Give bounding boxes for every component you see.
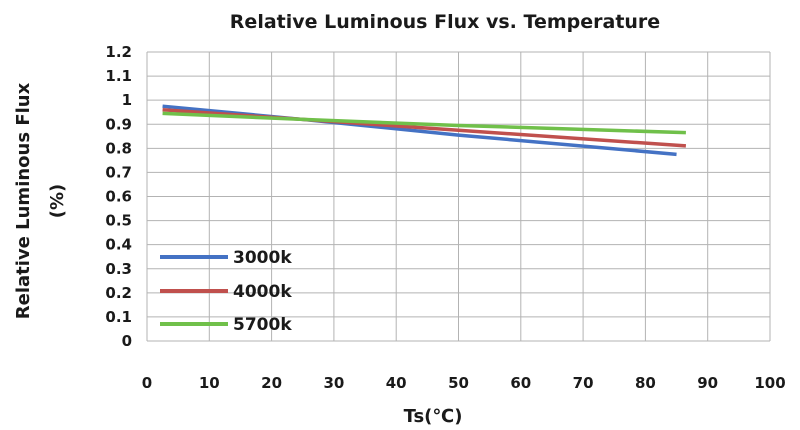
legend-label-4000k: 4000k: [233, 282, 292, 302]
x-axis-label: Ts(℃): [404, 406, 463, 427]
grid-layer: [146, 51, 771, 342]
x-tick-label: 100: [754, 374, 785, 392]
x-tick-label: 40: [386, 374, 407, 392]
x-tick-label: 90: [697, 374, 718, 392]
legend-label-5700k: 5700k: [233, 315, 292, 335]
y-tick-label: 0.1: [105, 308, 132, 326]
x-tick-label: 70: [573, 374, 594, 392]
y-tick-label: 0.8: [105, 139, 132, 157]
chart-title: Relative Luminous Flux vs. Temperature: [230, 11, 660, 33]
x-tick-label: 80: [635, 374, 656, 392]
y-tick-label: 1.2: [105, 43, 132, 61]
y-tick-label: 0.2: [105, 284, 132, 302]
x-tick-label: 10: [199, 374, 220, 392]
y-tick-label: 0.4: [105, 236, 132, 254]
series-line-5700k: [162, 111, 686, 135]
legend: 3000k 4000k 5700k: [160, 248, 292, 335]
x-tick-label: 30: [323, 374, 344, 392]
y-tick-label: 0.9: [105, 115, 132, 133]
series-line-4000k: [162, 108, 687, 148]
y-tick-label: 0.5: [105, 212, 132, 230]
legend-label-3000k: 3000k: [233, 248, 292, 268]
x-tick-label: 50: [448, 374, 469, 392]
y-tick-label: 0: [122, 332, 132, 350]
x-tick-label: 60: [510, 374, 531, 392]
y-axis-label-line2: (%): [47, 184, 68, 219]
x-tick-label: 0: [142, 374, 152, 392]
y-tick-label: 1.1: [105, 67, 132, 85]
y-tick-label: 0.6: [105, 188, 132, 206]
x-tick-label: 20: [261, 374, 282, 392]
series-line-3000k: [162, 104, 677, 157]
y-tick-label: 0.3: [105, 260, 132, 278]
series-layer: [162, 104, 687, 157]
y-tick-label: 0.7: [105, 163, 132, 181]
y-tick-label: 1: [122, 91, 132, 109]
x-tick-labels: 0 10 20 30 40 50 60 70 80 90 100: [142, 374, 786, 392]
y-tick-labels: 0 0.1 0.2 0.3 0.4 0.5 0.6 0.7 0.8 0.9 1 1.1 1.2: [105, 43, 132, 350]
y-axis-label-line1: Relative Luminous Flux: [13, 82, 34, 319]
